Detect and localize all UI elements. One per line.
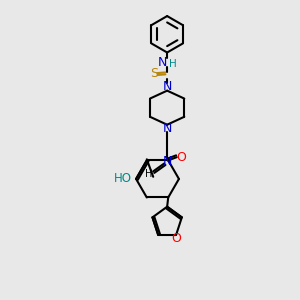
Text: H: H xyxy=(145,169,152,179)
Text: O: O xyxy=(171,232,181,245)
Text: O: O xyxy=(176,151,186,164)
Text: N: N xyxy=(163,122,172,135)
Text: HO: HO xyxy=(114,172,132,185)
Text: S: S xyxy=(150,68,158,80)
Text: H: H xyxy=(169,59,177,69)
Text: N: N xyxy=(158,56,167,69)
Text: N: N xyxy=(163,154,172,168)
Text: N: N xyxy=(163,80,172,93)
